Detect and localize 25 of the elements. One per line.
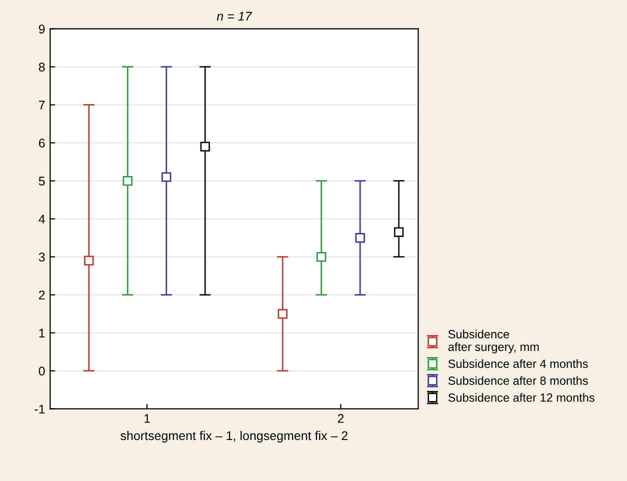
y-tick-label: 7 xyxy=(38,100,45,110)
y-tick-label: 0 xyxy=(38,366,45,376)
legend-label: Subsidence after 8 months xyxy=(448,376,588,385)
y-tick-label: 3 xyxy=(38,252,45,262)
point xyxy=(316,252,326,262)
y-tick-label: 1 xyxy=(39,328,45,338)
y-tick-label: 4 xyxy=(38,214,45,224)
point xyxy=(355,232,365,243)
point xyxy=(162,172,172,182)
point xyxy=(278,308,288,319)
point xyxy=(394,227,404,238)
chart-title: n = 17 xyxy=(216,12,252,21)
legend-label: Subsidence after 4 months xyxy=(448,359,588,368)
point xyxy=(122,176,133,186)
y-tick-label: -1 xyxy=(34,404,45,414)
y-tick-label: 8 xyxy=(38,62,45,72)
legend-label: Subsidence after 12 months xyxy=(448,393,594,402)
x-axis-title: shortsegment fix – 1, longsegment fix – 2 xyxy=(120,430,348,443)
legend-label: Subsidence after surgery, mm xyxy=(448,330,539,354)
y-tick-label: 6 xyxy=(38,138,45,148)
y-tick-label: 5 xyxy=(38,176,45,186)
y-tick-label: 2 xyxy=(38,290,45,300)
point xyxy=(84,256,94,266)
point xyxy=(200,142,210,152)
y-tick-label: 9 xyxy=(38,24,45,34)
